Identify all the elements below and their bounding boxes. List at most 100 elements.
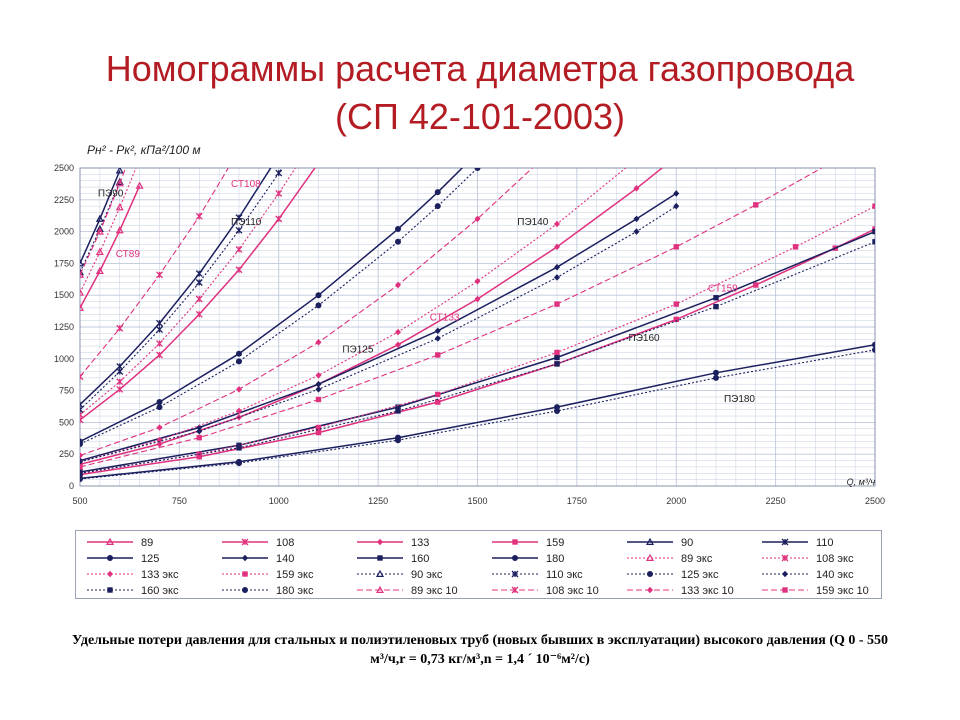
legend-marker-89 <box>105 537 115 545</box>
legend-label: 159 экс 10 <box>816 585 869 597</box>
point-89-экс-10 <box>115 179 124 187</box>
annotation-ПЭ160: ПЭ160 <box>629 333 660 344</box>
point-133-экс <box>395 328 401 336</box>
legend-marker-180 <box>512 555 518 561</box>
legend-marker-125-экс <box>647 571 653 577</box>
legend-label: 89 экс 10 <box>411 585 458 597</box>
point-110-экс <box>235 226 243 234</box>
point-140-экс <box>315 386 322 393</box>
series-line-160 <box>80 230 875 473</box>
series-line-180-экс <box>80 349 875 480</box>
point-159-экс-10 <box>435 352 441 358</box>
legend-label: 133 <box>411 537 429 549</box>
x-tick-label: 750 <box>172 496 187 506</box>
point-108-экс <box>195 295 203 303</box>
legend-label: 180 экс <box>276 585 314 597</box>
point-90 <box>115 168 124 174</box>
point-140-экс <box>633 228 640 235</box>
point-140-экс <box>554 274 560 281</box>
legend-item-108-экс-10: 108 экс 10 <box>492 585 599 597</box>
point-159-экс <box>673 301 679 307</box>
annotations: ПЭ90 СТ108 СТ89 ПЭ110 ПЭ140 СТ133 ПЭ125 СТ159 ПЭ… <box>98 179 756 405</box>
point-125-экс <box>434 203 441 210</box>
y-tick-label: 2500 <box>54 163 74 173</box>
legend-label: 140 экс <box>816 569 854 581</box>
point-125 <box>395 226 401 233</box>
legend-item-180: 180 <box>492 553 564 565</box>
legend-item-89-экс: 89 экс <box>627 553 713 565</box>
point-140 <box>315 380 322 388</box>
point-160 <box>713 295 719 301</box>
point-160 <box>395 404 401 410</box>
y-tick-label: 1250 <box>54 322 74 332</box>
y-tick-label: 1750 <box>54 258 74 268</box>
point-140 <box>673 190 680 197</box>
nomogram-chart: 500 750 1000 1250 1500 1750 2000 2250 2500 0 250 50… <box>54 143 885 506</box>
legend-label: 133 экс 10 <box>681 585 734 597</box>
point-159-экс-10 <box>554 301 560 307</box>
point-180-экс <box>395 437 401 444</box>
legend-marker-110-экс <box>511 570 519 578</box>
point-180-экс <box>713 374 719 381</box>
point-110 <box>156 319 163 327</box>
point-180-экс <box>236 460 242 467</box>
point-108 <box>195 310 203 318</box>
legend-marker-89-экс-10 <box>375 585 385 594</box>
y-tick-label: 750 <box>59 386 74 396</box>
tick-labels: 500 750 1000 1250 1500 1750 2000 2250 2500 0 250 50… <box>54 163 885 506</box>
point-125-экс <box>395 238 401 245</box>
point-108-экс-10 <box>80 373 84 381</box>
x-tick-label: 1000 <box>269 496 289 506</box>
point-108-экс <box>275 189 283 197</box>
y-axis-label: Pн² - Pк², кПа²/100 м <box>87 143 201 157</box>
legend-marker-108-экс <box>781 554 789 562</box>
legend-item-89: 89 <box>87 537 153 549</box>
point-108-экс-10 <box>116 324 124 332</box>
legend-marker-108 <box>241 538 249 546</box>
point-140-экс <box>80 458 83 466</box>
point-89-экс <box>80 288 85 296</box>
x-tick-label: 500 <box>72 496 87 506</box>
series-line-89-экс <box>80 168 137 293</box>
point-159-экс-10 <box>753 202 759 208</box>
legend: 89 108 133 159 90 110 125 140 160 180 89 экс 108 эк… <box>75 530 882 599</box>
point-90 <box>95 214 104 222</box>
point-110 <box>195 270 203 278</box>
annotation-СТ108: СТ108 <box>231 179 261 190</box>
point-108 <box>116 385 124 393</box>
point-140 <box>196 424 203 431</box>
legend-marker-159 <box>512 539 518 545</box>
point-140 <box>633 215 640 223</box>
legend-label: 180 <box>546 553 564 565</box>
point-159-экс <box>872 203 875 209</box>
annotation-ПЭ140: ПЭ140 <box>517 217 548 228</box>
point-108-экс-10 <box>195 212 203 220</box>
point-110 <box>80 401 84 409</box>
x-tick-label: 2500 <box>865 496 885 506</box>
caption-line-1: Удельные потери давления для стальных и … <box>71 633 889 648</box>
point-133-экс <box>474 277 481 285</box>
legend-item-108-экс: 108 экс <box>762 553 854 565</box>
point-180 <box>713 369 719 376</box>
series-line-110-экс <box>80 168 283 411</box>
annotation-СТ159: СТ159 <box>708 283 738 294</box>
point-140-экс <box>434 335 441 342</box>
point-125-экс <box>80 441 83 448</box>
annotation-ПЭ125: ПЭ125 <box>342 344 373 355</box>
point-159 <box>315 429 322 436</box>
series-line-110 <box>80 168 272 406</box>
legend-label: 160 экс <box>141 585 179 597</box>
legend-label: 125 <box>141 553 159 565</box>
legend-marker-89-экс <box>645 553 655 561</box>
legend-label: 89 экс <box>681 553 713 565</box>
point-160 <box>554 354 560 361</box>
y-tick-label: 500 <box>59 417 74 427</box>
point-110-экс <box>275 169 283 177</box>
legend-label: 90 экс <box>411 569 443 581</box>
legend-marker-160-экс <box>107 587 113 593</box>
legend-label: 108 экс <box>816 553 854 565</box>
point-159 <box>753 282 759 288</box>
point-160-экс <box>395 408 401 414</box>
point-159-экс <box>435 391 441 398</box>
series-line-90 <box>80 170 121 264</box>
